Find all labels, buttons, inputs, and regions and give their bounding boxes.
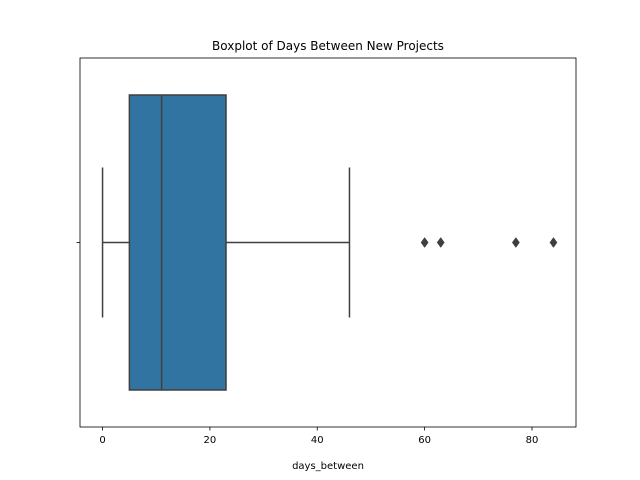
x-tick-label: 20 <box>204 435 217 446</box>
iqr-box <box>128 94 227 391</box>
x-axis-label: days_between <box>292 461 364 472</box>
chart-title: Boxplot of Days Between New Projects <box>212 39 444 53</box>
x-tick-label: 40 <box>311 435 324 446</box>
x-tick-label: 80 <box>526 435 539 446</box>
x-tick-label: 60 <box>418 435 431 446</box>
outlier-point <box>549 237 558 248</box>
outlier-point <box>420 237 429 248</box>
x-tick-label: 0 <box>99 435 105 446</box>
outlier-point <box>511 237 520 248</box>
outlier-point <box>436 237 445 248</box>
